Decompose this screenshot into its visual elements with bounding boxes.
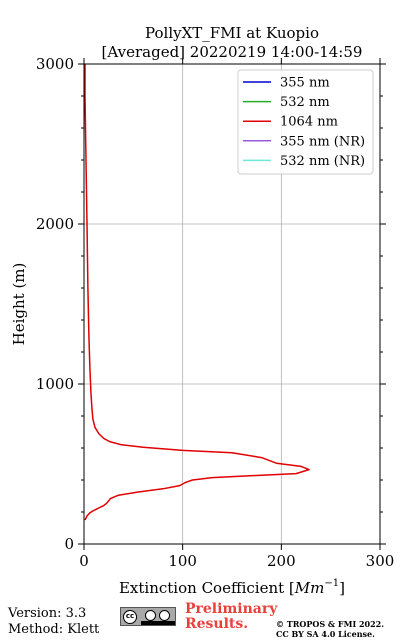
legend-label-3: 355 nm (NR) bbox=[280, 134, 365, 149]
preliminary-line2: Results. bbox=[185, 616, 249, 632]
license-strip bbox=[141, 621, 175, 625]
plot-frame bbox=[83, 63, 381, 545]
preliminary-notice: Preliminary Results. bbox=[185, 602, 277, 632]
legend-label-4: 532 nm (NR) bbox=[280, 154, 365, 169]
series-layer bbox=[84, 64, 310, 521]
share-alike-icon bbox=[159, 610, 170, 621]
version-text: Version: 3.3 bbox=[8, 606, 87, 621]
copyright-line1: © TROPOS & FMI 2022. bbox=[276, 619, 385, 629]
x-tick-label: 300 bbox=[366, 552, 395, 570]
legend-label-1: 532 nm bbox=[280, 95, 330, 110]
copyright-notice: © TROPOS & FMI 2022. CC BY SA 4.0 Licens… bbox=[276, 619, 384, 639]
x-tick-label: 0 bbox=[79, 552, 89, 570]
tick-marks bbox=[78, 58, 386, 550]
x-axis-label-prefix: Extinction Coefficient [ bbox=[119, 579, 295, 597]
y-tick-label: 2000 bbox=[36, 215, 74, 233]
legend-label-0: 355 nm bbox=[280, 76, 330, 91]
x-axis-label-exp: −1 bbox=[324, 578, 339, 589]
chart-title-line2: [Averaged] 20220219 14:00-14:59 bbox=[102, 43, 363, 61]
y-axis-label: Height (m) bbox=[10, 263, 28, 346]
y-tick-label: 1000 bbox=[36, 375, 74, 393]
x-tick-label: 100 bbox=[168, 552, 197, 570]
y-tick-label: 3000 bbox=[36, 55, 74, 73]
preliminary-line1: Preliminary bbox=[185, 601, 278, 617]
x-axis-label-unit: Mm bbox=[294, 579, 325, 597]
legend-box bbox=[237, 69, 374, 175]
copyright-line2: CC BY SA 4.0 License. bbox=[276, 629, 375, 639]
method-text: Method: Klett bbox=[8, 622, 100, 637]
x-axis-label: Extinction Coefficient [Mm−1] bbox=[119, 578, 345, 597]
y-tick-label: 0 bbox=[64, 535, 74, 553]
x-axis-label-suffix: ] bbox=[339, 579, 345, 597]
x-tick-label: 200 bbox=[267, 552, 296, 570]
cc-license-icon: cc bbox=[120, 607, 176, 626]
legend-label-2: 1064 nm bbox=[280, 115, 338, 130]
legend: 355 nm 532 nm 1064 nm 355 nm (NR) 532 nm (NR… bbox=[237, 69, 374, 175]
series-line-2 bbox=[84, 64, 310, 521]
cc-icon: cc bbox=[123, 610, 137, 624]
by-icon bbox=[145, 610, 156, 621]
chart-title-line1: PollyXT_FMI at Kuopio bbox=[145, 24, 319, 42]
